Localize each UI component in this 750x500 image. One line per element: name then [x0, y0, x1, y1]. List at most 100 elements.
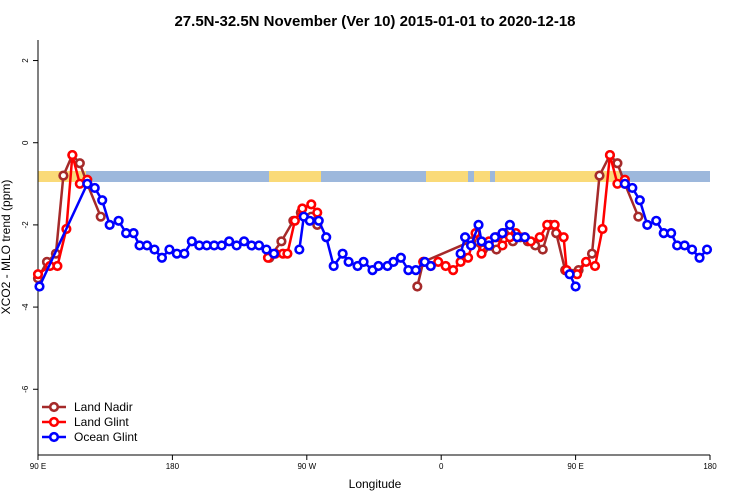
data-point	[604, 149, 616, 161]
data-point	[497, 228, 508, 239]
data-point	[519, 232, 530, 243]
data-point	[489, 232, 501, 243]
y-tick-label: 2	[21, 58, 30, 63]
data-point	[388, 256, 399, 267]
data-point	[597, 223, 608, 235]
data-point	[67, 149, 78, 161]
data-point	[476, 248, 487, 259]
land-band	[426, 171, 620, 182]
data-point	[32, 269, 44, 280]
x-axis-label: Longitude	[349, 477, 402, 491]
data-point	[282, 248, 293, 259]
data-point	[74, 158, 85, 169]
data-point	[633, 211, 644, 222]
data-point	[627, 182, 638, 194]
data-point	[612, 158, 623, 169]
x-tick-label: 90 E	[567, 462, 583, 471]
data-point	[297, 203, 308, 214]
legend-marker	[48, 431, 60, 443]
y-tick-label: -2	[21, 221, 30, 229]
data-point	[156, 252, 168, 263]
land-band	[269, 171, 321, 182]
data-point	[410, 264, 421, 276]
data-point	[686, 244, 698, 255]
data-point	[164, 244, 175, 255]
data-point	[113, 215, 124, 226]
data-point	[149, 244, 160, 255]
data-point	[89, 182, 100, 194]
data-point	[128, 228, 139, 239]
data-point	[651, 215, 662, 226]
data-point	[666, 228, 677, 239]
data-point	[216, 240, 227, 251]
data-point	[473, 219, 484, 231]
data-point	[52, 260, 63, 272]
data-point	[268, 248, 280, 259]
data-point	[570, 281, 581, 292]
data-point	[321, 232, 332, 243]
data-point	[594, 170, 605, 181]
y-tick-label: 0	[21, 140, 30, 145]
data-point	[358, 256, 369, 267]
data-point	[395, 252, 406, 263]
data-point	[534, 232, 545, 243]
ocean-band	[468, 171, 474, 182]
data-point	[97, 195, 108, 206]
data-point	[343, 256, 354, 267]
data-point	[455, 248, 466, 259]
data-point	[58, 170, 69, 181]
data-point	[306, 199, 317, 210]
ocean-band	[38, 171, 710, 182]
legend-label: Land Nadir	[74, 400, 133, 414]
data-point	[289, 215, 300, 226]
data-point	[238, 236, 250, 247]
data-point	[425, 260, 436, 272]
data-point	[433, 256, 444, 267]
data-point	[186, 236, 197, 247]
data-point	[95, 211, 106, 222]
data-point	[231, 240, 242, 251]
data-point	[537, 244, 548, 255]
data-point	[328, 260, 339, 272]
data-point	[497, 240, 508, 251]
data-point	[459, 232, 471, 243]
data-point	[276, 236, 287, 247]
data-point	[642, 219, 653, 231]
data-point	[694, 252, 705, 263]
data-point	[294, 244, 305, 255]
data-point	[448, 264, 459, 276]
data-point	[586, 248, 598, 259]
data-point	[462, 252, 474, 263]
data-point	[34, 281, 45, 292]
data-point	[634, 195, 645, 206]
data-point	[373, 260, 384, 272]
x-tick-label: 180	[703, 462, 717, 471]
data-point	[179, 248, 190, 259]
data-point	[476, 236, 487, 247]
legend-label: Land Glint	[74, 415, 129, 429]
data-point	[483, 240, 495, 251]
data-point	[564, 269, 575, 280]
y-tick-label: -6	[21, 385, 30, 393]
x-tick-label: 90 E	[30, 462, 46, 471]
x-tick-label: 180	[166, 462, 180, 471]
chart-title: 27.5N-32.5N November (Ver 10) 2015-01-01…	[174, 13, 575, 30]
data-point	[261, 244, 272, 255]
data-point	[253, 240, 265, 251]
y-tick-label: -4	[21, 303, 30, 311]
x-tick-label: 90 W	[297, 462, 316, 471]
data-point	[580, 256, 592, 267]
data-point	[558, 232, 569, 243]
data-point	[440, 260, 451, 272]
legend-marker	[48, 401, 60, 413]
data-point	[504, 219, 515, 231]
data-point	[549, 219, 560, 231]
legend-label: Ocean Glint	[74, 430, 138, 444]
data-point	[224, 236, 235, 247]
y-axis-label: XCO2 - MLO trend (ppm)	[0, 180, 13, 315]
data-point	[313, 215, 324, 226]
data-point	[679, 240, 690, 251]
data-point	[589, 260, 601, 272]
